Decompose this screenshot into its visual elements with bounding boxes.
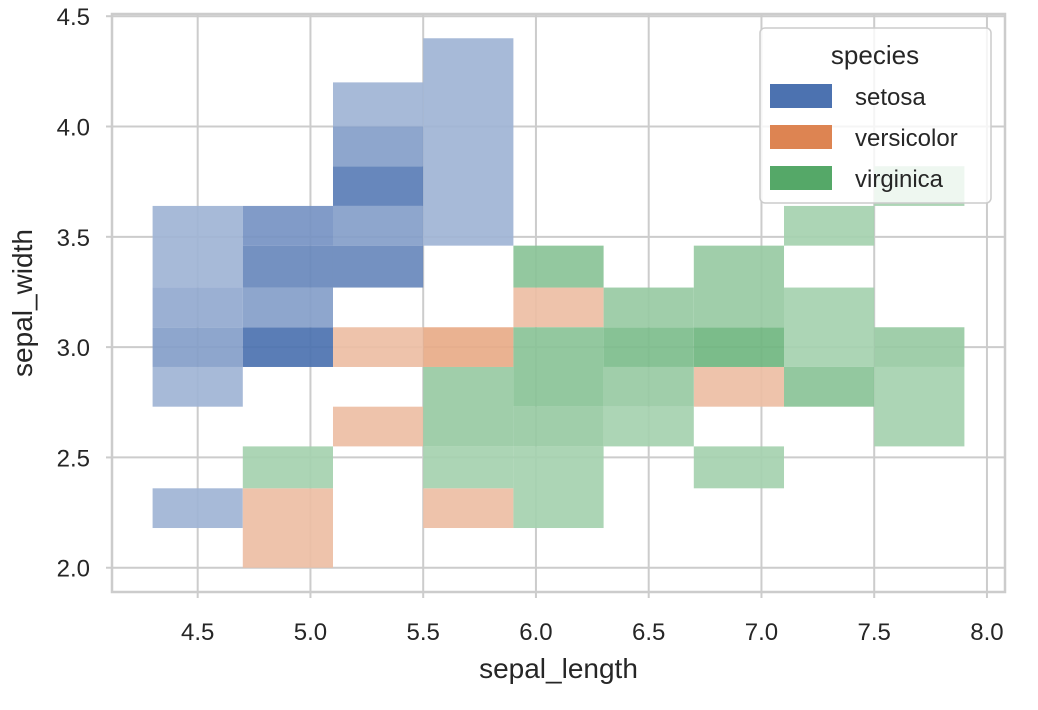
histogram-cell-setosa-4 bbox=[152, 205, 243, 288]
legend-label-virginica: virginica bbox=[855, 166, 944, 193]
histogram-cell-setosa-8 bbox=[242, 205, 333, 246]
histogram-cell-virginica-13 bbox=[693, 245, 785, 328]
legend-swatch-setosa bbox=[770, 84, 832, 108]
y-tick-label-1: 2.5 bbox=[57, 445, 90, 472]
histogram-cell-setosa-14 bbox=[423, 38, 514, 246]
legend-entries: setosa versicolor virginica bbox=[770, 84, 958, 193]
histogram-cell-virginica-7 bbox=[603, 406, 694, 447]
histogram-cell-setosa-7 bbox=[242, 245, 333, 288]
histogram-cell-virginica-0 bbox=[242, 446, 333, 489]
y-tick-label-3: 3.5 bbox=[57, 225, 90, 252]
histogram-cell-versicolor-5 bbox=[513, 287, 604, 328]
y-tick-label-4: 4.0 bbox=[57, 115, 90, 142]
histogram-cell-virginica-16 bbox=[784, 205, 875, 246]
histogram-cell-virginica-17 bbox=[874, 366, 965, 447]
histogram-cell-setosa-12 bbox=[332, 126, 424, 167]
x-axis-ticks: 4.5 5.0 5.5 6.0 6.5 7.0 7.5 8.0 bbox=[181, 592, 1004, 646]
histogram-cell-versicolor-6 bbox=[693, 366, 785, 407]
plot-frame bbox=[110, 12, 1007, 594]
legend-label-setosa: setosa bbox=[855, 84, 926, 111]
histogram-cell-virginica-8 bbox=[603, 366, 694, 407]
histogram-cell-setosa-5 bbox=[242, 327, 333, 367]
histogram-cell-virginica-4 bbox=[513, 406, 604, 447]
y-tick-label-5: 4.5 bbox=[57, 4, 90, 31]
histogram-cell-setosa-3 bbox=[152, 287, 243, 328]
legend-title: species bbox=[831, 40, 919, 70]
histogram-cell-virginica-6 bbox=[513, 245, 604, 288]
histogram-cell-versicolor-1 bbox=[332, 406, 424, 447]
histogram-cell-setosa-13 bbox=[332, 82, 424, 127]
legend-label-versicolor: versicolor bbox=[855, 125, 958, 152]
x-axis-label: sepal_length bbox=[479, 653, 638, 684]
histogram-cell-versicolor-2 bbox=[332, 327, 424, 367]
y-axis-ticks: 2.0 2.5 3.0 3.5 4.0 4.5 bbox=[57, 4, 112, 583]
y-axis-label: sepal_width bbox=[7, 229, 38, 377]
legend-swatch-virginica bbox=[770, 166, 832, 190]
x-tick-label-6: 7.5 bbox=[858, 619, 891, 646]
histogram-cell-versicolor-3 bbox=[423, 488, 514, 529]
histogram-cell-setosa-11 bbox=[332, 166, 424, 206]
legend-swatch-versicolor bbox=[770, 125, 832, 149]
histogram-cell-virginica-18 bbox=[874, 327, 965, 367]
x-tick-label-5: 7.0 bbox=[745, 619, 778, 646]
histogram-cell-virginica-2 bbox=[423, 366, 514, 447]
histogram-cell-setosa-6 bbox=[242, 287, 333, 328]
histogram-cell-setosa-1 bbox=[152, 366, 243, 407]
legend-box bbox=[759, 27, 992, 204]
histogram-cell-virginica-3 bbox=[513, 446, 604, 529]
x-tick-label-1: 5.0 bbox=[294, 619, 327, 646]
x-tick-label-2: 5.5 bbox=[407, 619, 440, 646]
histogram-cell-virginica-5 bbox=[513, 327, 604, 407]
histogram-cell-virginica-1 bbox=[423, 446, 514, 489]
y-tick-label-2: 3.0 bbox=[57, 335, 90, 362]
histogram-cell-virginica-15 bbox=[784, 287, 875, 367]
histogram-cell-setosa-2 bbox=[152, 327, 243, 367]
histogram-cell-virginica-14 bbox=[784, 366, 875, 407]
x-tick-label-4: 6.5 bbox=[632, 619, 665, 646]
histogram-cell-setosa-10 bbox=[332, 205, 424, 246]
histogram-cell-virginica-9 bbox=[603, 327, 694, 367]
histogram-cell-virginica-12 bbox=[693, 327, 785, 367]
y-tick-label-0: 2.0 bbox=[57, 556, 90, 583]
histogram-cell-virginica-10 bbox=[603, 287, 694, 328]
histogram-cell-setosa-0 bbox=[152, 488, 243, 529]
x-tick-label-3: 6.0 bbox=[519, 619, 552, 646]
histogram-cell-versicolor-0 bbox=[242, 488, 333, 568]
histogram-cell-virginica-11 bbox=[693, 446, 785, 489]
x-tick-label-0: 4.5 bbox=[181, 619, 214, 646]
histogram-cell-versicolor-4 bbox=[423, 327, 514, 367]
legend: species setosa versicolor virginica bbox=[759, 27, 992, 204]
x-tick-label-7: 8.0 bbox=[970, 619, 1003, 646]
histogram-cell-setosa-9 bbox=[332, 245, 424, 288]
